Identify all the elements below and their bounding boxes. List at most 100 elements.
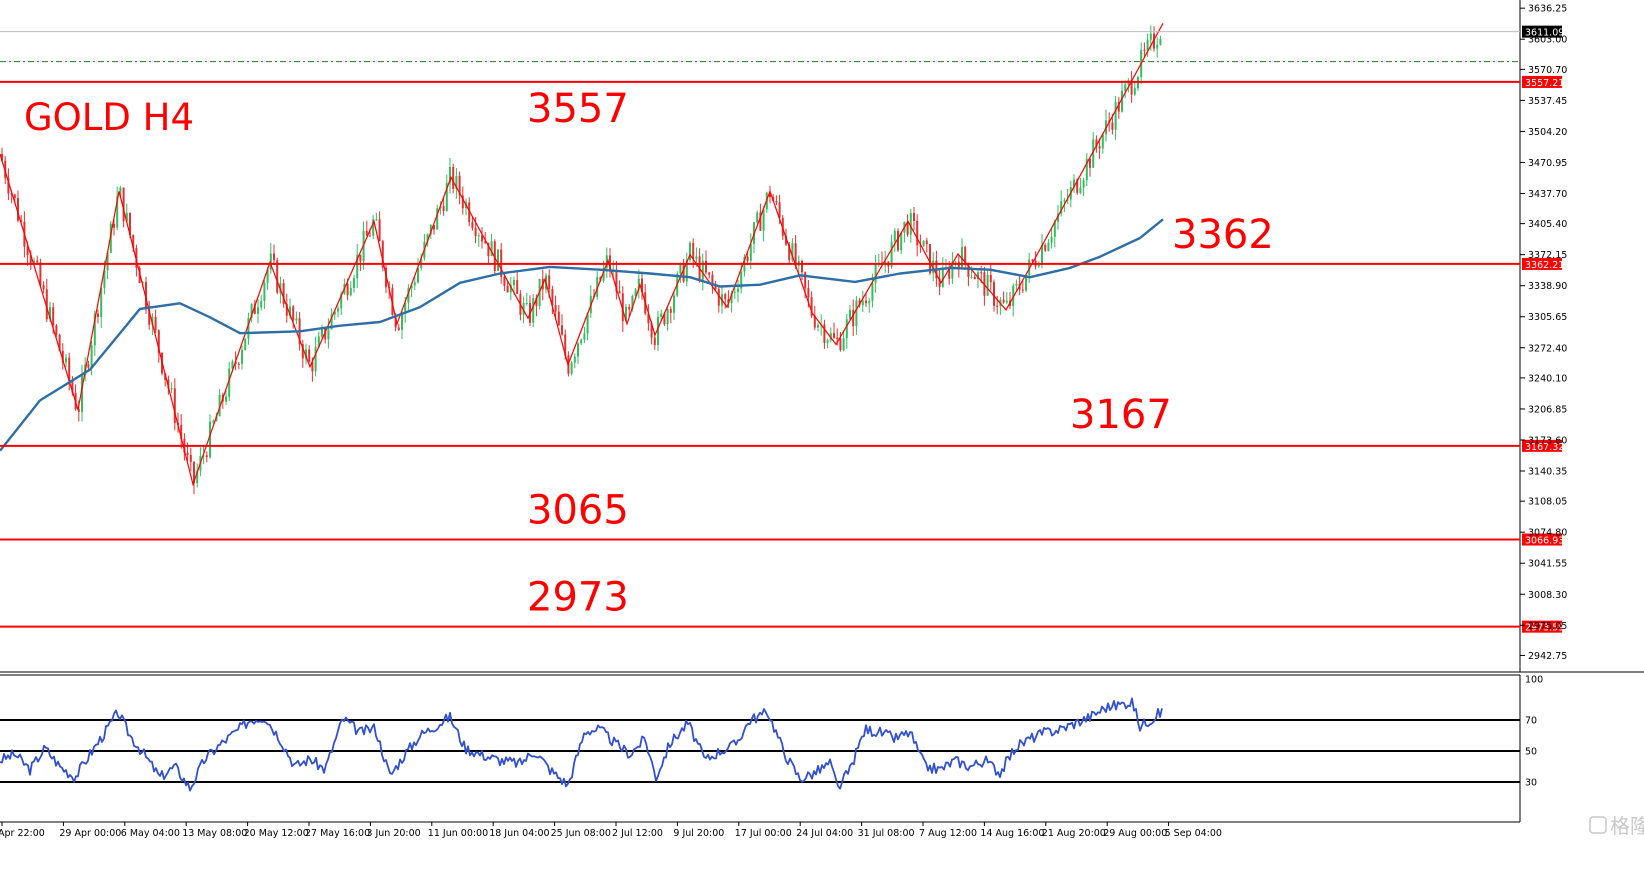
candle-body xyxy=(1101,134,1104,149)
candle-body xyxy=(365,231,368,236)
candle-body xyxy=(436,208,439,230)
candle-body xyxy=(1143,49,1146,51)
candle-body xyxy=(570,362,573,374)
rsi-panel: 100 70 50 30 xyxy=(0,675,1543,792)
candle-body xyxy=(807,288,810,298)
candle-body xyxy=(369,235,371,237)
moving-average-layer xyxy=(0,218,1164,452)
candle-body xyxy=(727,299,730,304)
level-tag-text-3362: 3362.21 xyxy=(1525,260,1564,271)
candle-body xyxy=(791,243,794,261)
candle-body xyxy=(1005,300,1008,303)
candle-body xyxy=(874,264,877,283)
zigzag-layer xyxy=(0,23,1164,487)
price-tick-label: 3437.70 xyxy=(1528,189,1567,200)
candle-body xyxy=(618,291,621,294)
candle-body xyxy=(129,212,131,236)
candle-body xyxy=(580,339,583,344)
candle-body xyxy=(1031,259,1034,261)
candle-body xyxy=(263,282,266,301)
time-tick-label: 13 May 08:00 xyxy=(182,828,247,839)
time-tick-label: 14 Aug 16:00 xyxy=(980,828,1044,839)
level-tag-3065 xyxy=(1522,533,1562,546)
price-tick-label: 3074.80 xyxy=(1528,528,1567,539)
candle-body xyxy=(7,178,10,194)
candle-body xyxy=(868,301,871,304)
level-label-3557: 3557 xyxy=(527,86,629,132)
candle-body xyxy=(503,276,506,286)
candle-body xyxy=(100,287,103,318)
candle-body xyxy=(337,308,339,312)
candle-body xyxy=(692,243,695,260)
candle-body xyxy=(1121,90,1123,112)
time-tick-label: 20 May 12:00 xyxy=(244,828,309,839)
candle-body xyxy=(689,243,691,260)
candle-body xyxy=(13,194,16,199)
candle-body xyxy=(442,206,445,211)
candle-body xyxy=(1089,158,1091,168)
candle-body xyxy=(749,243,752,261)
candle-body xyxy=(717,289,720,306)
time-axis-ticks: Apr 22:00 29 Apr 00:00 6 May 04:00 13 May 0… xyxy=(0,822,1222,839)
candle-body xyxy=(509,285,512,293)
candle-body xyxy=(977,272,979,280)
candle-body xyxy=(621,293,624,322)
price-axis-ticks: 3636.25 3603.00 3570.70 3537.45 3504.20 3470.… xyxy=(1520,4,1567,662)
time-tick-label: 29 Aug 00:00 xyxy=(1103,828,1167,839)
candle-body xyxy=(468,202,471,223)
watermark-text: 格隆汇 xyxy=(1610,814,1644,838)
candle-body xyxy=(433,224,435,230)
candle-body xyxy=(973,276,976,280)
candle-body xyxy=(695,256,698,260)
candle-body xyxy=(186,452,189,455)
time-tick-label: 24 Jul 04:00 xyxy=(796,828,853,839)
candle-body xyxy=(113,223,115,228)
candle-body xyxy=(410,285,413,289)
candle-body xyxy=(522,302,525,315)
candle-body xyxy=(948,267,951,279)
candle-body xyxy=(33,260,35,264)
candle-body xyxy=(125,212,128,222)
candle-body xyxy=(173,388,176,423)
candle-body xyxy=(487,242,490,257)
candle-body xyxy=(231,361,234,369)
chart-title: GOLD H4 xyxy=(24,96,194,139)
watermark-logo: 格隆汇 xyxy=(1589,814,1644,838)
candle-body xyxy=(353,278,355,288)
candle-body xyxy=(1130,80,1133,95)
candle-body xyxy=(273,253,275,261)
time-tick-label: 11 Jun 00:00 xyxy=(428,828,488,839)
candle-body xyxy=(1149,33,1152,40)
time-tick-label: 25 Jun 08:00 xyxy=(551,828,611,839)
candle-body xyxy=(237,363,240,365)
level-tag-text-3557: 3557.21 xyxy=(1525,78,1564,89)
time-tick-label: 7 Aug 12:00 xyxy=(919,828,977,839)
candle-body xyxy=(429,224,432,235)
level-tag-text-3167: 3167.32 xyxy=(1525,442,1564,453)
candle-body xyxy=(17,198,19,221)
candle-body xyxy=(154,316,157,331)
price-tick-label: 3405.40 xyxy=(1528,219,1567,230)
candle-body xyxy=(394,314,397,328)
candle-body xyxy=(68,357,71,381)
candle-body xyxy=(925,240,928,245)
candle-body xyxy=(653,337,656,346)
candle-body xyxy=(919,245,922,247)
candle-body xyxy=(493,241,496,271)
time-tick-label: 31 Jul 08:00 xyxy=(858,828,915,839)
candle-body xyxy=(1079,187,1082,193)
candle-body xyxy=(180,425,183,439)
candle-body xyxy=(378,219,381,242)
candle-body xyxy=(657,316,659,346)
candle-body xyxy=(561,325,563,335)
candle-body xyxy=(852,309,855,327)
candle-body xyxy=(138,267,141,284)
candle-body xyxy=(497,249,499,271)
candle-body xyxy=(954,261,957,263)
candle-body xyxy=(705,260,707,273)
candle-body xyxy=(1085,158,1088,181)
candle-body xyxy=(327,329,330,340)
candle-body xyxy=(218,394,221,417)
candle-body xyxy=(449,166,451,184)
